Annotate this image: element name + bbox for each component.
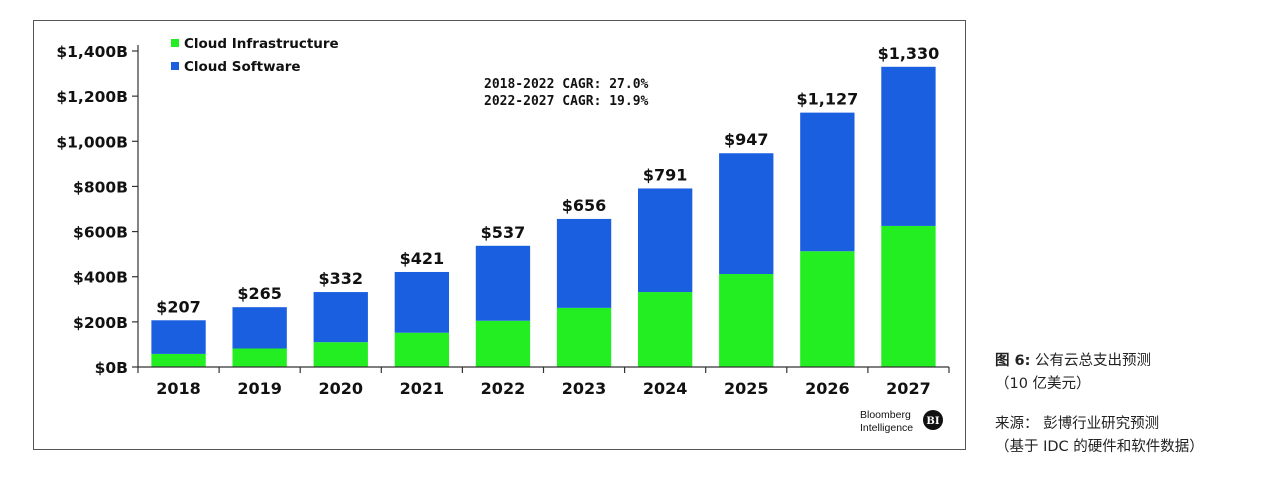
cagr-annotation-1: 2018-2022 CAGR: 27.0% (484, 77, 649, 92)
x-tick-label: 2018 (156, 379, 201, 398)
bar-total-label: $1,330 (878, 44, 940, 63)
cagr-annotations: 2018-2022 CAGR: 27.0% 2022-2027 CAGR: 19… (484, 77, 649, 109)
x-axis: 2018 2019 2020 2021 2022 2023 2024 2025 2026 2027 (137, 366, 950, 398)
bar-total-label: $265 (237, 284, 282, 303)
y-tick-label: $1,400B (56, 43, 128, 61)
brand-line-1: Bloomberg (860, 409, 911, 421)
bar-cloud-infrastructure (232, 348, 287, 367)
bar-cloud-software (800, 112, 855, 252)
figure-unit: （10 亿美元） (995, 376, 1091, 392)
bar-cloud-software (556, 218, 612, 308)
total-labels: $207 $265 $332 $421 $537 $656 $791 $947 $1,127 $1… (156, 44, 939, 316)
x-tick-label: 2023 (562, 379, 607, 398)
y-tick-label: $0B (95, 359, 128, 377)
bar-cloud-infrastructure (394, 332, 450, 367)
bar-total-label: $947 (724, 130, 769, 149)
bi-badge-icon (923, 410, 943, 430)
x-tick-label: 2024 (643, 379, 688, 398)
bar-cloud-infrastructure (637, 292, 693, 367)
figure-title: 公有云总支出预测 (1035, 353, 1152, 369)
y-tick-label: $800B (73, 178, 128, 196)
legend-swatch-software (171, 62, 179, 70)
source-line: 来源： 彭博行业研究预测 (995, 413, 1159, 435)
bar-cloud-software (637, 188, 693, 293)
bar-cloud-software (394, 271, 450, 333)
bloomberg-intelligence-logo: Bloomberg Intelligence BI (860, 409, 943, 434)
bar-cloud-infrastructure (556, 307, 612, 367)
bar-total-label: $656 (562, 196, 607, 215)
bar-total-label: $791 (643, 165, 688, 184)
source-note: （基于 IDC 的硬件和软件数据） (995, 439, 1204, 455)
bar-cloud-software (313, 292, 368, 343)
cagr-annotation-2: 2022-2027 CAGR: 19.9% (484, 94, 649, 109)
y-tick-label: $400B (73, 269, 128, 287)
source-text: 彭博行业研究预测 (1043, 416, 1160, 432)
x-tick-label: 2020 (318, 379, 363, 398)
bar-total-label: $537 (481, 223, 526, 242)
bar-cloud-software (881, 66, 936, 226)
bar-cloud-software (719, 153, 774, 275)
bar-cloud-infrastructure (151, 353, 206, 367)
x-tick-label: 2026 (805, 379, 850, 398)
bar-total-label: $207 (156, 297, 201, 316)
bars (151, 66, 936, 367)
x-tick-label: 2019 (237, 379, 282, 398)
bar-total-label: $1,127 (796, 90, 858, 109)
y-tick-label: $1,000B (56, 133, 128, 151)
x-tick-label: 2025 (724, 379, 769, 398)
brand-line-2: Intelligence (860, 422, 913, 434)
legend-swatch-infrastructure (171, 39, 179, 47)
legend-label-software: Cloud Software (184, 59, 301, 75)
bar-cloud-software (475, 245, 531, 321)
x-tick-label: 2022 (481, 379, 526, 398)
legend-label-infrastructure: Cloud Infrastructure (184, 36, 339, 52)
bar-cloud-infrastructure (800, 251, 855, 367)
stacked-bar-chart: $0B $200B $400B $600B $800B $1,000B $1,200B $1,… (56, 36, 950, 434)
y-tick-label: $200B (73, 314, 128, 332)
bi-badge-label: BI (926, 416, 939, 427)
bar-cloud-software (151, 320, 206, 354)
bar-total-label: $421 (400, 249, 445, 268)
bar-cloud-infrastructure (313, 342, 368, 367)
source-label: 来源： (995, 416, 1039, 432)
y-tick-label: $600B (73, 224, 128, 242)
figure-label: 图 6: (995, 353, 1031, 369)
x-tick-label: 2027 (886, 379, 931, 398)
y-axis: $0B $200B $400B $600B $800B $1,000B $1,200B $1,… (56, 43, 139, 377)
y-tick-label: $1,200B (56, 88, 128, 106)
x-tick-label: 2021 (400, 379, 445, 398)
legend: Cloud Infrastructure Cloud Software (171, 36, 339, 75)
chart-frame: $0B $200B $400B $600B $800B $1,000B $1,200B $1,… (33, 20, 966, 450)
bar-cloud-infrastructure (719, 274, 774, 367)
bar-cloud-infrastructure (881, 225, 936, 367)
figure-caption: 图 6: 公有云总支出预测 (995, 350, 1151, 372)
bar-cloud-infrastructure (475, 320, 531, 367)
bar-total-label: $332 (318, 269, 363, 288)
bar-cloud-software (232, 307, 287, 349)
